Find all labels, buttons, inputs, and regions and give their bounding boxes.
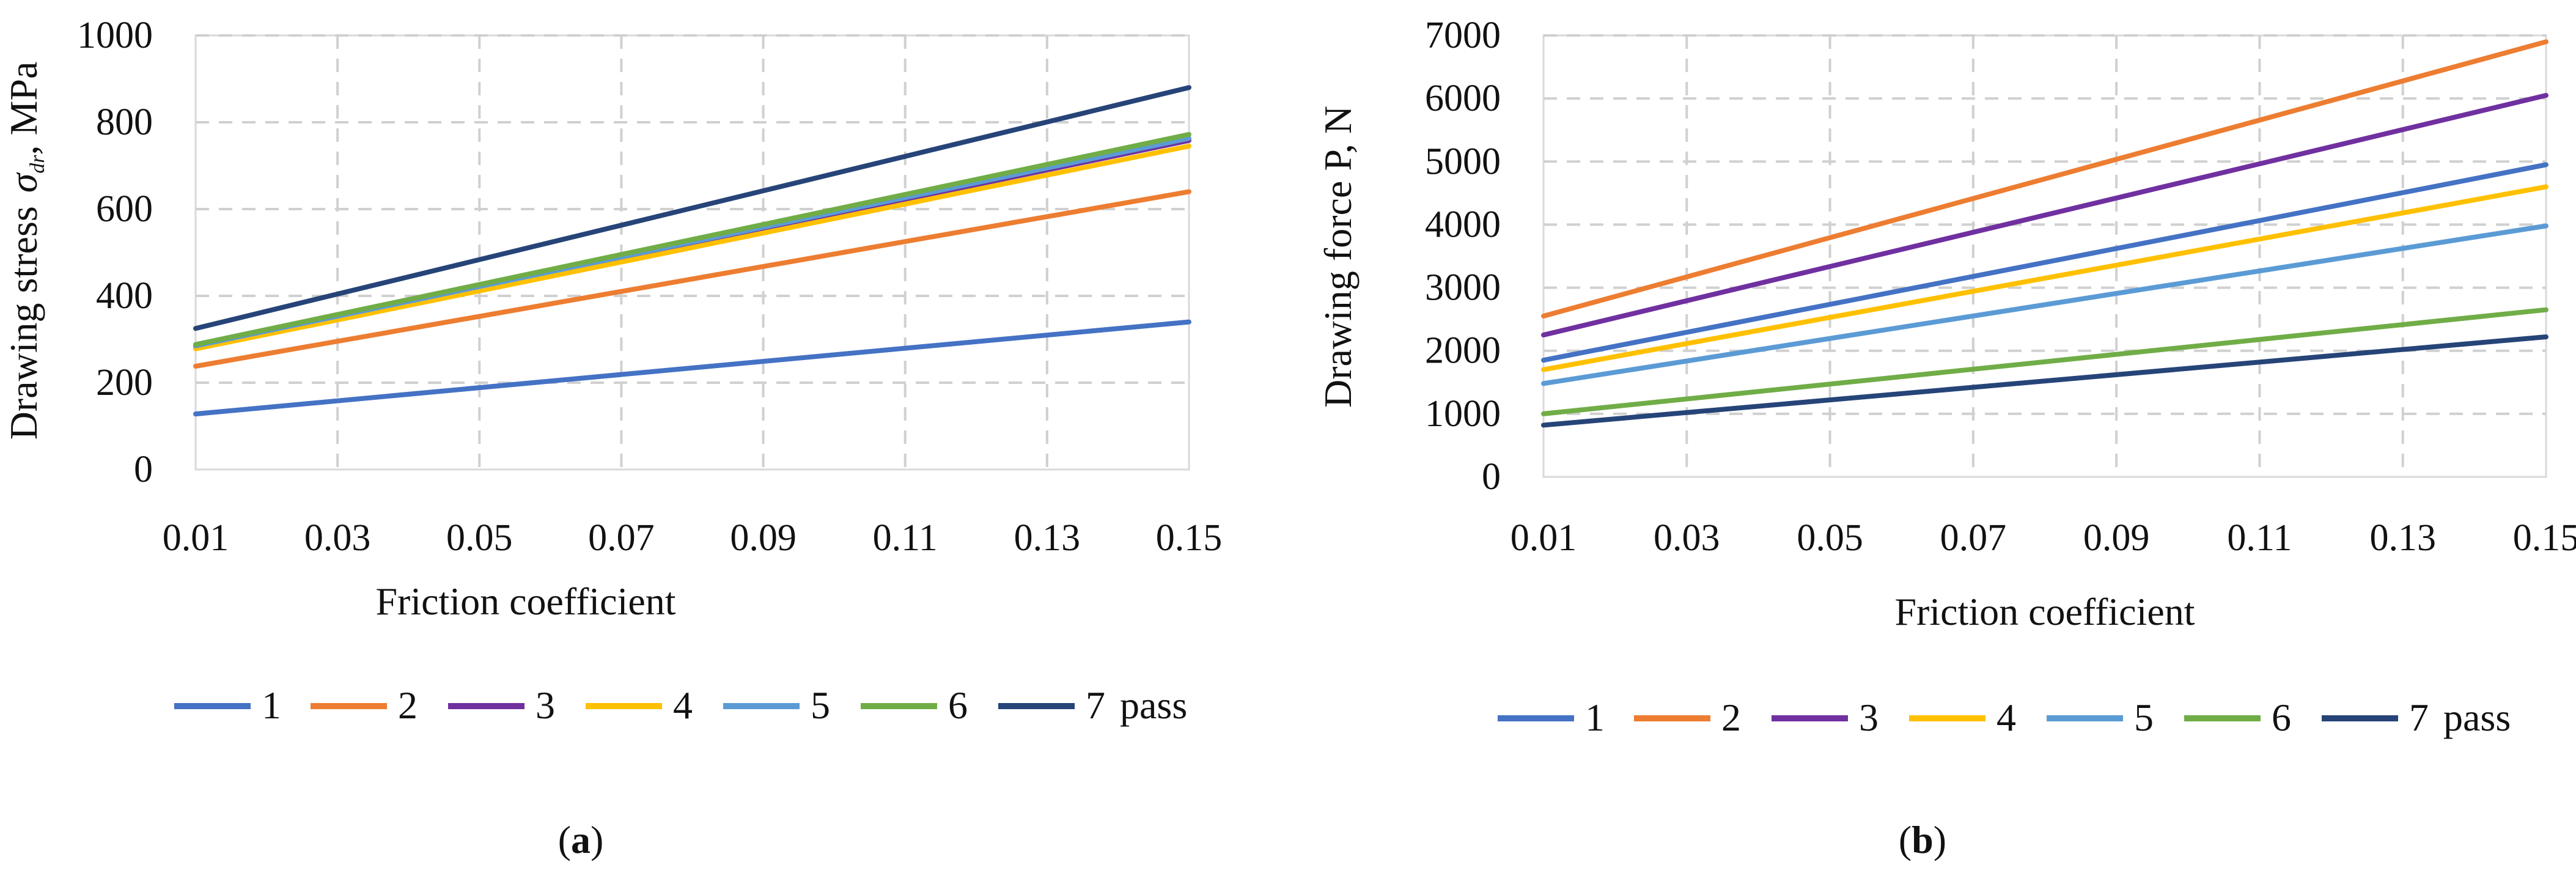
series-line-b-4 [1541, 184, 2548, 372]
x-tick-label-a: 0.15 [1156, 517, 1223, 559]
x-tick-label-a: 0.11 [873, 517, 938, 559]
legend-label-b-4: 4 [1996, 696, 2016, 739]
y-axis-title-a-subscript: dr [26, 155, 49, 174]
x-tick-label-a: 0.13 [1014, 517, 1081, 559]
legend-label-a-5: 5 [811, 683, 830, 727]
y-tick-label-b: 5000 [1425, 141, 1501, 182]
legend-b: 1 2 3 4 5 6 7 pass [1498, 696, 2511, 739]
legend-label-b-1: 1 [1585, 696, 1605, 739]
legend-label-b-5: 5 [2134, 696, 2154, 739]
series-line-b-2 [1541, 39, 2548, 319]
series-line-b-1 [1541, 162, 2548, 363]
y-axis-title-a-text: Drawing stress [2, 206, 45, 440]
x-axis-title-b: Friction coefficient [1894, 590, 2195, 633]
panel-letter-a: a [571, 818, 591, 861]
series-line-b-3 [1541, 92, 2548, 337]
series-line-b-5 [1541, 223, 2548, 386]
legend-label-b-2: 2 [1721, 696, 1741, 739]
legend-label-a-4: 4 [673, 683, 693, 727]
x-tick-label-a: 0.03 [304, 517, 371, 559]
y-tick-label-a: 1000 [77, 15, 153, 56]
x-tick-label-a: 0.09 [730, 517, 797, 559]
y-axis-title-a-symbol: σ [2, 172, 45, 193]
series-line-a-4 [193, 144, 1191, 352]
legend-label-b-3: 3 [1859, 696, 1879, 739]
y-axis-title-a: Drawing stress σdr, MPa [2, 62, 49, 440]
y-axis-title-b: Drawing force P, N [1316, 106, 1360, 408]
gridlines-b [1544, 34, 2546, 477]
x-tick-labels-a: 0.01 0.03 0.05 0.07 0.09 0.11 0.13 0.15 [163, 517, 1223, 559]
series-line-b-6 [1541, 307, 2548, 416]
y-tick-labels-a: 0 200 400 600 800 1000 [77, 15, 153, 490]
y-tick-label-b: 4000 [1425, 204, 1501, 245]
x-axis-title-a: Friction coefficient [375, 580, 675, 623]
y-tick-label-b: 0 [1482, 456, 1501, 498]
x-tick-label-b: 0.11 [2227, 517, 2292, 559]
y-tick-label-b: 7000 [1425, 15, 1501, 56]
legend-suffix-b: pass [2443, 696, 2511, 739]
y-tick-label-a: 0 [134, 449, 153, 490]
x-tick-label-b: 0.03 [1654, 517, 1720, 559]
legend-label-a-7: 7 [1086, 683, 1105, 727]
x-tick-label-b: 0.09 [2083, 517, 2150, 559]
x-tick-label-b: 0.13 [2369, 517, 2436, 559]
x-tick-labels-b: 0.01 0.03 0.05 0.07 0.09 0.11 0.13 0.15 [1511, 517, 2576, 559]
x-tick-label-a: 0.01 [163, 517, 229, 559]
x-tick-label-b: 0.05 [1797, 517, 1863, 559]
y-tick-label-b: 1000 [1425, 393, 1501, 435]
series-line-a-6 [193, 131, 1191, 347]
series-lines-b [1541, 39, 2548, 428]
x-tick-label-a: 0.07 [588, 517, 655, 559]
panel-letter-b: b [1912, 818, 1934, 861]
x-tick-label-a: 0.05 [446, 517, 513, 559]
series-line-a-1 [193, 319, 1191, 417]
x-tick-label-b: 0.01 [1511, 517, 1577, 559]
legend-suffix-a: pass [1120, 683, 1187, 727]
y-tick-label-a: 200 [96, 362, 153, 403]
legend-label-a-2: 2 [398, 683, 418, 727]
y-tick-label-b: 2000 [1425, 330, 1501, 372]
y-tick-labels-b: 0 1000 2000 3000 4000 5000 6000 7000 [1425, 15, 1501, 498]
panel-label-a: (a) [558, 818, 604, 861]
panel-label-b: (b) [1899, 818, 1946, 861]
legend-label-b-6: 6 [2272, 696, 2291, 739]
y-axis-title-a-unit: , MPa [2, 62, 45, 155]
legend-label-a-1: 1 [262, 683, 281, 727]
legend-a: 1 2 3 4 5 6 7 pass [174, 683, 1187, 727]
x-tick-label-b: 0.07 [1940, 517, 2007, 559]
legend-label-a-3: 3 [535, 683, 555, 727]
y-tick-label-a: 600 [96, 188, 153, 230]
y-tick-label-a: 400 [96, 275, 153, 317]
series-lines-a [193, 85, 1191, 417]
y-tick-label-b: 3000 [1425, 267, 1501, 309]
series-line-a-2 [193, 189, 1191, 369]
series-line-b-7 [1541, 334, 2548, 428]
series-line-a-7 [193, 85, 1191, 331]
y-tick-label-b: 6000 [1425, 78, 1501, 119]
legend-label-a-6: 6 [948, 683, 968, 727]
legend-label-b-7: 7 [2409, 696, 2429, 739]
x-tick-label-b: 0.15 [2513, 517, 2576, 559]
y-tick-label-a: 800 [96, 101, 153, 143]
